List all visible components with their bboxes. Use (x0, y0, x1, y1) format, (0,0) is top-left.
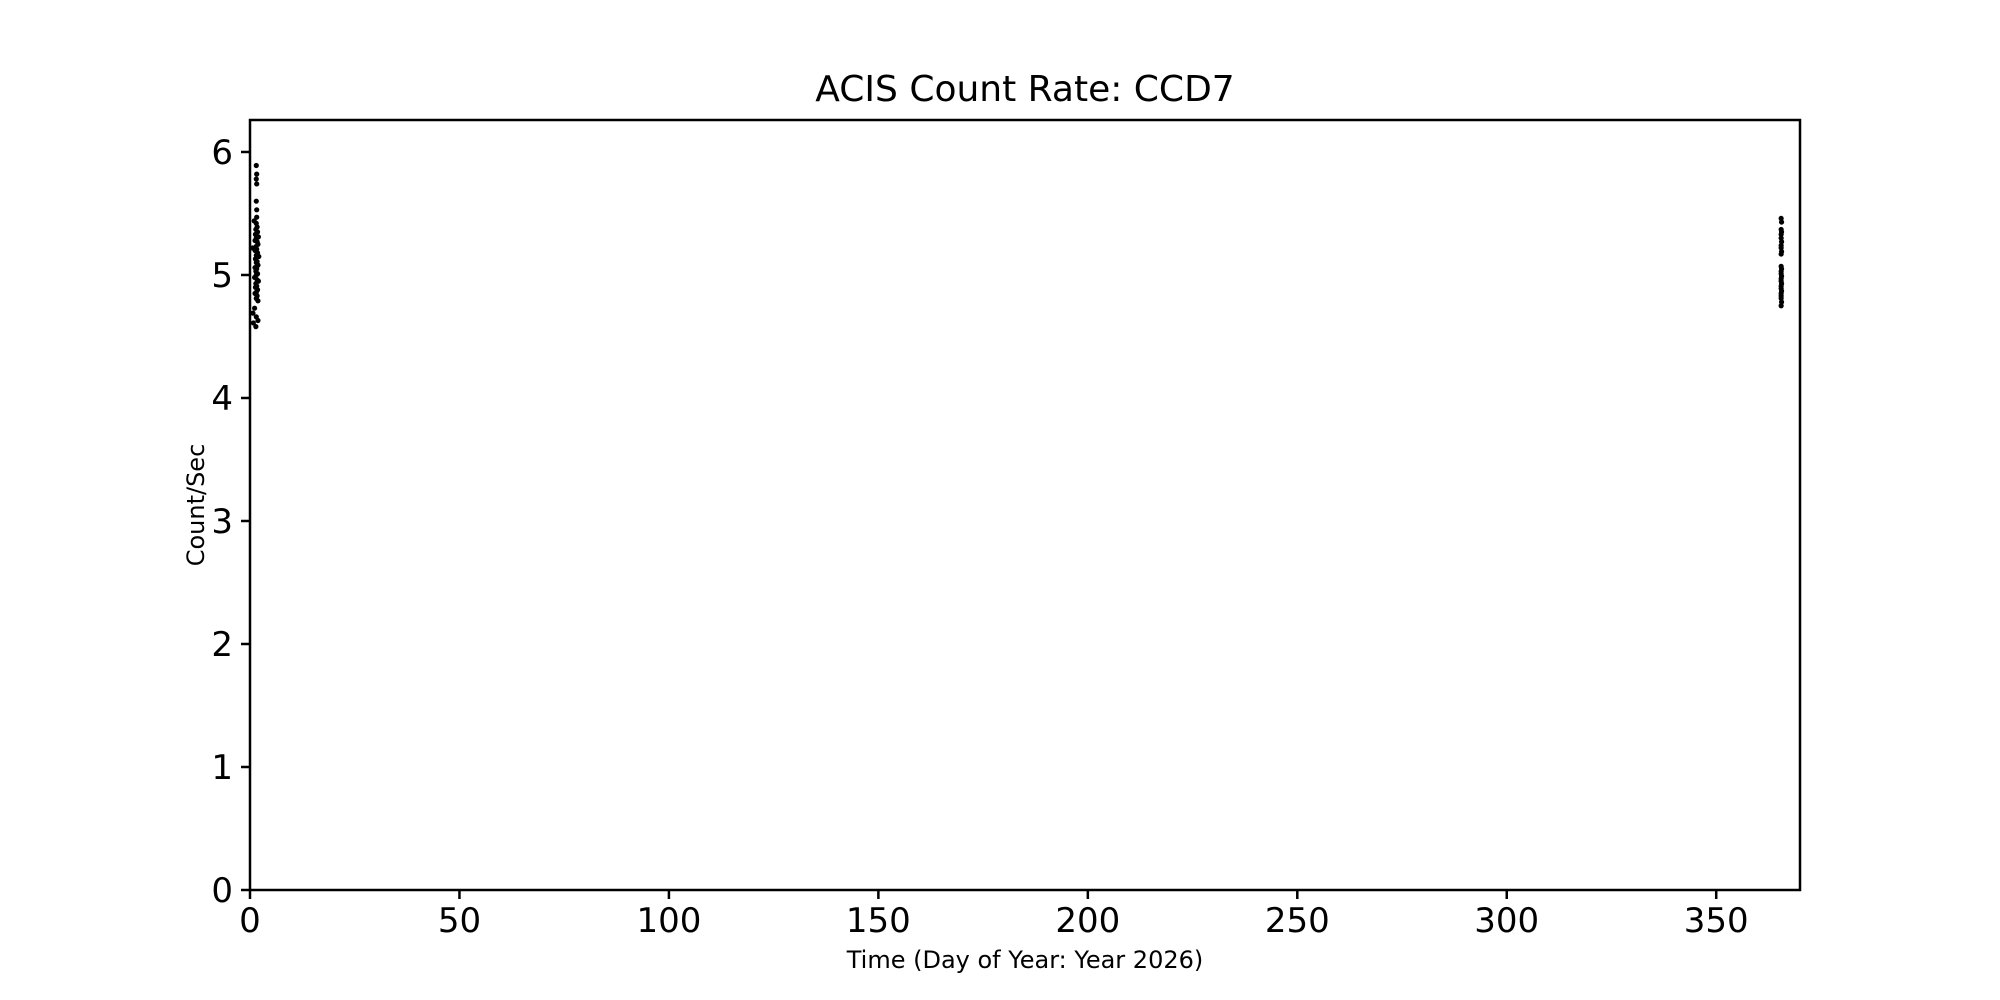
data-point (1778, 303, 1784, 309)
x-tick-label: 300 (1474, 901, 1539, 941)
x-tick-label: 100 (636, 901, 701, 941)
x-tick-label: 50 (438, 901, 481, 941)
data-point (255, 298, 261, 304)
y-tick-label: 6 (211, 133, 233, 173)
y-tick-label: 1 (211, 748, 233, 788)
y-tick-label: 4 (211, 379, 233, 419)
data-point (252, 305, 258, 311)
plot-border (248, 118, 1802, 892)
data-point (250, 310, 256, 316)
y-tick-label: 2 (211, 625, 233, 665)
chart-title: ACIS Count Rate: CCD7 (815, 69, 1235, 110)
data-point (253, 162, 259, 169)
x-tick-label: 250 (1265, 901, 1330, 941)
data-point (255, 317, 261, 324)
y-tick-label: 3 (211, 502, 233, 542)
data-point (253, 198, 259, 204)
data-point (254, 207, 260, 213)
data-point (1778, 251, 1784, 257)
data-point (250, 320, 256, 326)
data-point (254, 214, 260, 220)
y-tick-label: 0 (211, 871, 233, 911)
x-axis-label: Time (Day of Year: Year 2026) (846, 946, 1204, 974)
data-point (254, 181, 260, 187)
data-point (253, 176, 259, 182)
y-tick-label: 5 (211, 256, 233, 296)
data-point (1778, 231, 1784, 237)
y-axis-label: Count/Sec (182, 443, 210, 567)
x-tick-label: 200 (1055, 901, 1120, 941)
x-tick-label: 150 (846, 901, 911, 941)
x-tick-label: 0 (239, 901, 261, 941)
data-point (253, 324, 259, 330)
x-tick-label: 350 (1684, 901, 1749, 941)
data-point (1778, 219, 1785, 225)
data-point (254, 171, 260, 177)
